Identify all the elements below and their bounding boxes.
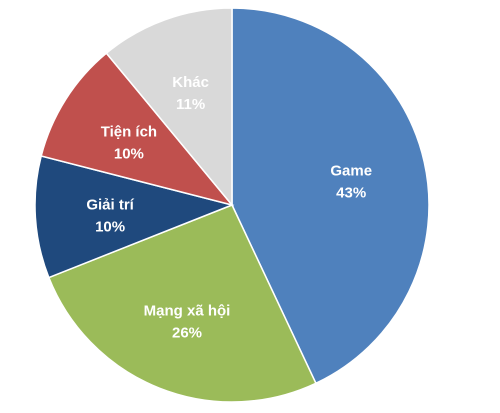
slice-name-khac: Khác (172, 74, 209, 91)
pie-slice-tien-ich (40, 52, 235, 207)
slice-name-giai-tri: Giải trí (86, 197, 134, 214)
slice-name-tien-ich: Tiện ích (101, 124, 157, 141)
slice-label-tien-ich: Tiện ích 10% (101, 124, 157, 163)
slice-name-game: Game (330, 162, 372, 179)
slice-name-mang-xa-hoi: Mạng xã hội (144, 303, 231, 320)
slice-percent-giai-tri: 10% (95, 219, 125, 236)
slice-percent-mang-xa-hoi: 26% (172, 325, 202, 342)
pie-slice-giai-tri (34, 155, 235, 279)
slice-percent-tien-ich: 10% (114, 146, 144, 163)
pie-slice-mang-xa-hoi (47, 204, 317, 403)
pie-slice-khac (105, 7, 233, 208)
slice-percent-game: 43% (336, 184, 366, 201)
slice-label-giai-tri: Giải trí 10% (86, 197, 134, 236)
slice-label-khac: Khác 11% (172, 74, 209, 113)
pie-slice-game (231, 7, 430, 385)
slice-label-game: Game 43% (330, 162, 372, 201)
slice-percent-khac: 11% (176, 96, 205, 113)
slice-label-mang-xa-hoi: Mạng xã hội 26% (144, 303, 231, 342)
